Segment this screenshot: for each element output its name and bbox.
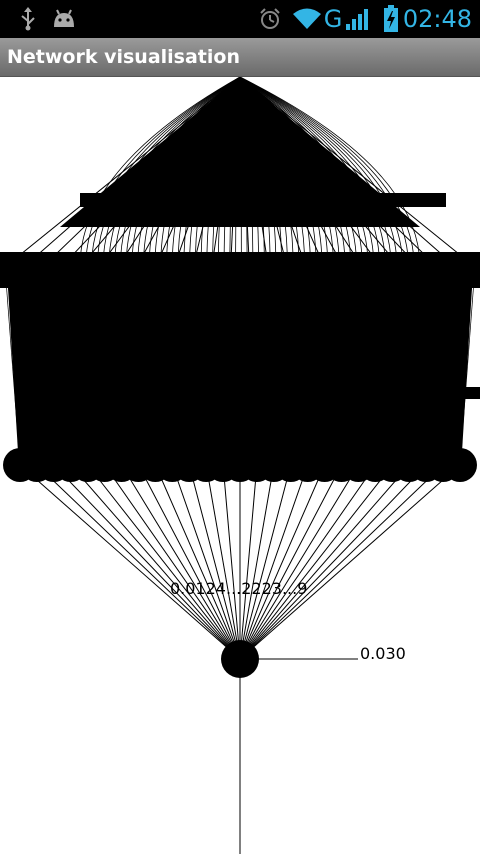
- network-type-label: G: [322, 0, 344, 38]
- connection-line: [240, 465, 375, 659]
- connection-line: [240, 465, 325, 659]
- wifi-icon: [290, 0, 324, 38]
- output-node: [221, 640, 259, 678]
- title-bar: Network visualisation: [0, 38, 480, 77]
- connection-line: [105, 465, 240, 659]
- status-clock: 02:48: [403, 0, 472, 38]
- connection-line: [223, 465, 240, 659]
- status-bar: G 02:48: [0, 0, 480, 38]
- dense-block: [8, 288, 472, 452]
- connection-line: [240, 465, 443, 659]
- connection-line: [240, 465, 426, 659]
- connection-line: [240, 465, 358, 659]
- edge-marker: [463, 387, 480, 399]
- connection-line: [240, 465, 274, 659]
- network-canvas[interactable]: 0.0124...2223...9 0.030: [0, 77, 480, 854]
- connection-line: [240, 465, 460, 659]
- layer-band: [0, 252, 480, 288]
- weight-labels: 0.0124...2223...9 0.030: [170, 579, 406, 663]
- label-bar: [80, 193, 446, 207]
- battery-charging-icon: [380, 0, 402, 38]
- hidden-node: [443, 448, 477, 482]
- connection-line: [20, 465, 240, 659]
- network-graph: 0.0124...2223...9 0.030: [0, 77, 480, 854]
- connection-line: [138, 465, 240, 659]
- connection-line: [172, 465, 240, 659]
- connection-line: [155, 465, 240, 659]
- hidden-weight-labels: 0.0124...2223...9: [170, 579, 307, 598]
- connection-line: [240, 465, 392, 659]
- signal-icon: [344, 0, 370, 38]
- connection-line: [240, 465, 308, 659]
- connection-line: [37, 465, 240, 659]
- usb-icon: [16, 0, 40, 38]
- connection-line: [240, 465, 342, 659]
- connection-line: [54, 465, 240, 659]
- alarm-icon: [256, 0, 284, 38]
- connection-line: [88, 465, 240, 659]
- connection-line: [206, 465, 240, 659]
- page-title: Network visualisation: [7, 38, 240, 76]
- output-weight-label: 0.030: [360, 644, 406, 663]
- android-debug-icon: [50, 0, 78, 38]
- connection-line: [122, 465, 240, 659]
- connection-line: [240, 465, 257, 659]
